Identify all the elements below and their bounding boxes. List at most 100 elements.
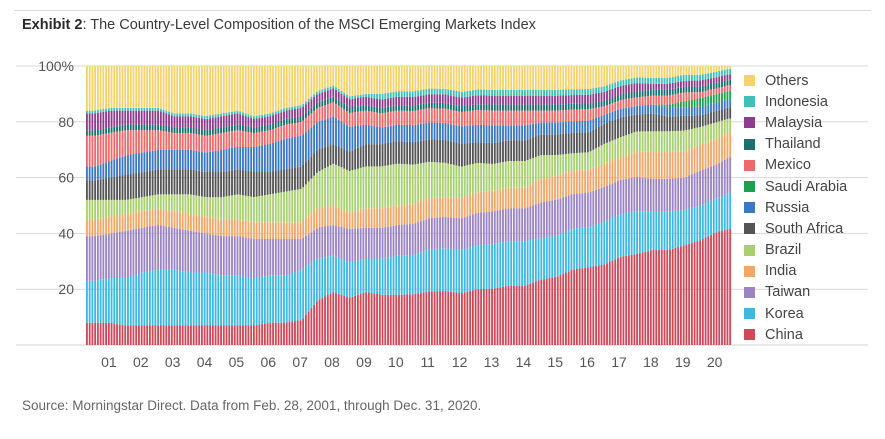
bar-segment-thailand — [502, 104, 504, 111]
bar-segment-indonesia — [288, 107, 291, 110]
bar-segment-indonesia — [515, 89, 518, 96]
bar-segment-taiwan — [575, 193, 578, 229]
bar-segment-china — [559, 275, 562, 345]
bar-segment-india — [302, 220, 305, 238]
bar-segment-china — [726, 229, 729, 345]
bar-segment-thailand — [414, 105, 417, 111]
bar-segment-india — [589, 168, 592, 192]
bar-segment-korea — [625, 213, 628, 256]
bar-segment-korea — [198, 272, 201, 326]
bar-segment-korea — [148, 271, 151, 326]
bar-segment-thailand — [365, 105, 368, 111]
bar-segment-indonesia — [274, 111, 277, 115]
bar-segment-thailand — [485, 104, 488, 111]
bar-segment-china — [677, 247, 680, 345]
bar-segment-china — [206, 325, 209, 345]
bar-segment-taiwan — [606, 185, 608, 221]
bar-segment-china — [121, 324, 124, 345]
bar-segment-china — [107, 322, 110, 345]
bar-segment-india — [214, 218, 217, 236]
bar-segment-china — [638, 253, 641, 345]
bar-segment-brazil — [162, 194, 165, 210]
bar-segment-brazil — [666, 131, 669, 153]
bar-segment-russia — [96, 165, 99, 180]
bar-segment-korea — [346, 261, 348, 298]
bar-segment-russia — [91, 166, 94, 181]
bar-segment-taiwan — [266, 238, 269, 276]
bar-segment-brazil — [88, 199, 91, 220]
bar-segment-indonesia — [614, 82, 617, 88]
bar-segment-malaysia — [107, 110, 110, 128]
bar-segment-russia — [562, 121, 565, 134]
bar-segment-korea — [417, 253, 420, 294]
bar-segment-india — [135, 212, 138, 229]
bar-segment-thailand — [679, 87, 682, 94]
bar-segment-brazil — [365, 166, 368, 209]
bar-segment-thailand — [359, 105, 362, 112]
bar-segment-indonesia — [252, 116, 255, 120]
bar-segment-korea — [307, 264, 310, 312]
bar-segment-china — [529, 283, 532, 345]
bar-segment-russia — [633, 106, 636, 115]
bar-segment-others — [367, 66, 370, 94]
bar-segment-others — [378, 66, 381, 94]
bar-segment-india — [674, 151, 677, 179]
bar-segment-korea — [107, 278, 110, 323]
bar-segment-taiwan — [644, 177, 647, 212]
legend-item-china: China — [744, 324, 847, 345]
bar-segment-indonesia — [140, 107, 143, 111]
bar-segment-indonesia — [663, 77, 666, 84]
bar-segment-others — [285, 66, 288, 108]
bar-segment-india — [417, 202, 420, 223]
bar-segment-taiwan — [614, 182, 617, 217]
bar-segment-brazil — [154, 194, 157, 209]
bar-segment-mexico — [543, 110, 545, 123]
legend-item-russia: Russia — [744, 197, 847, 218]
bar-segment-brazil — [559, 154, 562, 175]
bar-segment-indonesia — [362, 94, 365, 98]
bar-segment-russia — [376, 126, 378, 145]
bar-segment-mexico — [617, 101, 619, 110]
bar-segment-others — [225, 66, 228, 113]
bar-segment-china — [113, 323, 116, 345]
bar-segment-indonesia — [567, 89, 570, 96]
bar-segment-russia — [389, 125, 392, 143]
legend-swatch — [744, 181, 755, 193]
bar-segment-brazil — [428, 161, 430, 199]
bar-segment-korea — [414, 254, 417, 294]
bar-segment-others — [575, 66, 578, 90]
bar-segment-russia — [474, 124, 477, 143]
x-tick-label: 09 — [356, 354, 372, 370]
bar-segment-taiwan — [400, 224, 403, 256]
bar-segment-brazil — [200, 196, 203, 216]
bar-segment-others — [138, 66, 140, 108]
bar-segment-thailand — [384, 107, 387, 113]
bar-segment-brazil — [518, 160, 521, 188]
bar-segment-others — [658, 66, 660, 78]
bar-segment-south-africa — [485, 142, 488, 164]
bar-segment-taiwan — [121, 231, 124, 279]
bar-segment-taiwan — [315, 228, 318, 260]
bar-segment-indonesia — [425, 89, 428, 95]
bar-segment-brazil — [181, 194, 184, 213]
bar-segment-south-africa — [723, 108, 726, 120]
bar-segment-mexico — [461, 111, 463, 127]
bar-segment-others — [118, 66, 121, 108]
bar-segment-indonesia — [378, 93, 381, 100]
bar-segment-korea — [518, 241, 521, 286]
bar-segment-mexico — [113, 132, 116, 160]
bar-segment-india — [433, 197, 436, 218]
bar-segment-korea — [343, 260, 346, 297]
bar-segment-russia — [200, 151, 203, 172]
bar-segment-mexico — [532, 110, 535, 124]
bar-segment-taiwan — [693, 173, 696, 208]
bar-segment-malaysia — [704, 79, 707, 86]
bar-segment-others — [398, 66, 400, 92]
bar-segment-india — [696, 145, 699, 172]
bar-segment-taiwan — [493, 211, 496, 244]
bar-segment-russia — [603, 115, 606, 124]
bar-segment-russia — [324, 119, 326, 148]
bar-segment-taiwan — [422, 220, 425, 252]
bar-segment-india — [671, 151, 674, 179]
bar-segment-taiwan — [181, 229, 184, 272]
